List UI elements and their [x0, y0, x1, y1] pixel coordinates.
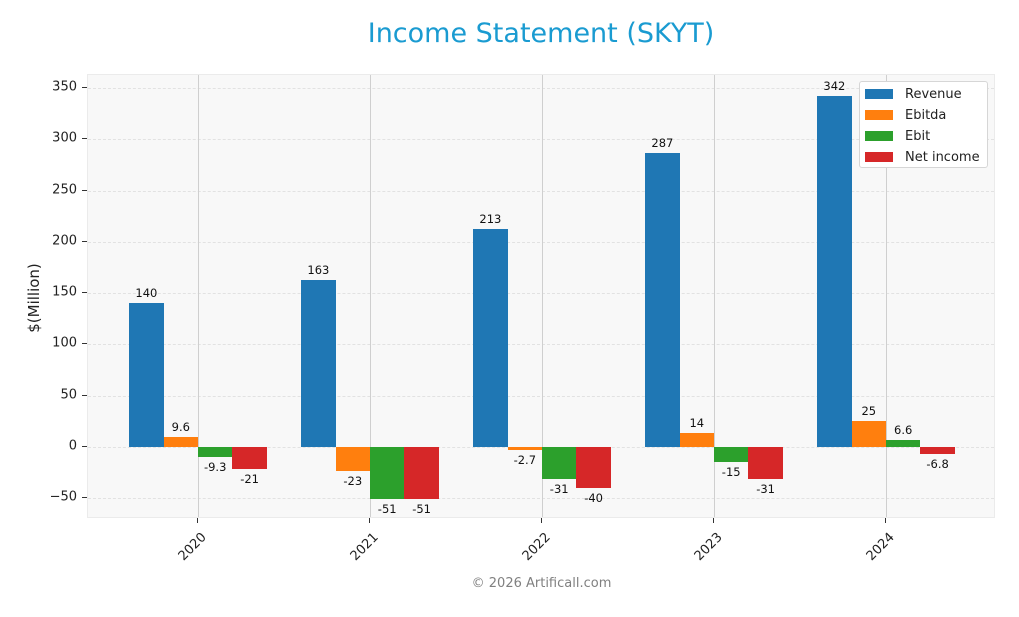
y-tick-label: −50: [49, 489, 77, 505]
legend-swatch-ebit: [865, 131, 893, 141]
value-label-revenue-2020: 140: [135, 286, 158, 301]
y-tick-mark: [82, 138, 87, 140]
bar-ebit-2023: [714, 447, 749, 463]
value-label-revenue-2023: 287: [651, 135, 674, 150]
y-tick-mark: [82, 497, 87, 499]
bar-net-income-2023: [748, 447, 783, 479]
chart-title: Income Statement (SKYT): [367, 18, 715, 49]
legend-item-ebitda: Ebitda: [865, 106, 946, 124]
bar-revenue-2021: [301, 279, 336, 447]
y-tick-label: 200: [52, 233, 77, 249]
bar-revenue-2022: [473, 228, 508, 447]
x-tick-mark: [197, 518, 198, 523]
gridline-vertical: [370, 75, 371, 517]
bar-ebit-2020: [198, 447, 233, 457]
value-label-revenue-2021: 163: [307, 262, 330, 277]
x-tick-label: 2024: [863, 530, 898, 565]
gridline-horizontal: [88, 344, 994, 346]
gridline-vertical: [886, 75, 887, 517]
value-label-net-income-2022: -40: [584, 491, 603, 506]
legend-item-ebit: Ebit: [865, 127, 930, 145]
bar-ebitda-2021: [335, 447, 370, 471]
gridline-horizontal: [88, 88, 994, 89]
y-tick-label: 250: [52, 182, 77, 198]
value-label-ebit-2022: -31: [549, 481, 569, 496]
legend-label: Net income: [905, 149, 980, 165]
y-tick-mark: [82, 343, 87, 345]
y-tick-label: 300: [52, 130, 77, 146]
value-label-ebit-2020: -9.3: [203, 459, 227, 474]
legend-label: Revenue: [905, 86, 962, 102]
x-tick-label: 2021: [347, 530, 382, 565]
x-tick-label: 2020: [175, 530, 210, 565]
value-label-ebitda-2024: 25: [861, 404, 877, 419]
legend-swatch-ebitda: [865, 110, 893, 120]
plot-area: 140 9.6 -9.3 -21 163 -23 -51 -51 213 -2.7 -31 -40 28…: [87, 74, 995, 518]
bar-net-income-2022: [576, 447, 611, 489]
value-label-ebitda-2021: -23: [343, 473, 363, 488]
y-tick-mark: [82, 446, 87, 447]
y-tick-mark: [82, 87, 87, 88]
legend-item-revenue: Revenue: [865, 85, 962, 103]
legend-label: Ebitda: [905, 107, 947, 123]
bar-ebitda-2020: [163, 437, 198, 447]
value-label-net-income-2024: -6.8: [926, 456, 949, 471]
value-label-ebitda-2023: 14: [689, 415, 705, 430]
value-label-revenue-2022: 213: [479, 211, 502, 226]
gridline-vertical: [714, 75, 715, 517]
y-tick-label: 150: [52, 284, 77, 300]
gridline-horizontal: [88, 241, 994, 243]
bar-revenue-2023: [645, 152, 680, 447]
gridline-horizontal: [88, 498, 994, 500]
y-tick-label: 50: [60, 387, 77, 403]
gridline-vertical: [542, 75, 543, 517]
value-label-ebit-2024: 6.6: [894, 423, 913, 438]
legend: Revenue Ebitda Ebit Net income: [859, 81, 988, 168]
value-label-ebitda-2022: -2.7: [513, 452, 537, 467]
legend-swatch-revenue: [865, 89, 893, 99]
bar-net-income-2021: [404, 447, 439, 500]
x-tick-mark: [885, 518, 886, 523]
bar-ebit-2022: [542, 447, 577, 479]
legend-label: Ebit: [905, 128, 931, 144]
legend-swatch-net-income: [865, 152, 893, 162]
bar-ebitda-2023: [679, 432, 714, 447]
x-tick-label: 2022: [519, 530, 554, 565]
y-tick-mark: [82, 292, 87, 294]
y-tick-label: 100: [52, 335, 77, 351]
legend-item-net-income: Net income: [865, 148, 980, 166]
gridline-vertical: [198, 75, 199, 517]
x-tick-label: 2023: [691, 530, 726, 565]
gridline-horizontal: [88, 293, 994, 295]
value-label-ebit-2023: -15: [721, 465, 741, 480]
bar-net-income-2024: [920, 447, 955, 454]
value-label-revenue-2024: 342: [823, 79, 846, 94]
x-tick-mark: [369, 518, 370, 523]
value-label-net-income-2020: -21: [240, 471, 259, 486]
y-tick-mark: [82, 394, 87, 396]
y-tick-mark: [82, 240, 87, 242]
y-tick-label: 350: [52, 79, 77, 95]
bar-revenue-2024: [817, 96, 852, 447]
gridline-horizontal: [88, 395, 994, 397]
bar-ebit-2021: [370, 447, 405, 500]
bar-ebitda-2024: [851, 421, 886, 447]
bar-ebitda-2022: [507, 447, 542, 450]
copyright-footer: © 2026 Artificall.com: [471, 576, 612, 591]
gridline-horizontal: [88, 190, 994, 192]
bar-ebit-2024: [886, 440, 921, 447]
bar-net-income-2020: [232, 447, 267, 469]
gridline-horizontal: [88, 139, 994, 141]
value-label-net-income-2023: -31: [756, 481, 775, 496]
value-label-ebit-2021: -51: [377, 502, 397, 517]
value-label-ebitda-2020: 9.6: [171, 420, 190, 435]
x-tick-mark: [541, 518, 542, 523]
x-tick-mark: [713, 518, 714, 523]
y-tick-mark: [82, 189, 87, 191]
y-axis-label: $(Million): [25, 263, 43, 333]
value-label-net-income-2021: -51: [412, 502, 431, 517]
y-tick-label: 0: [68, 438, 77, 454]
bar-revenue-2020: [129, 303, 164, 447]
